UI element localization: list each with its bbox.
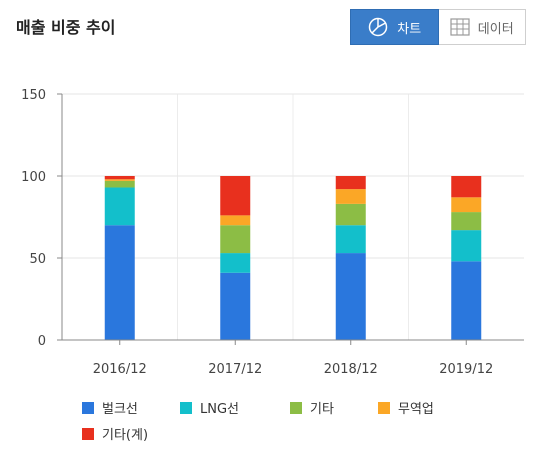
bar-segment <box>451 176 482 198</box>
bar-segment <box>220 272 251 340</box>
legend-item[interactable]: 무역업 <box>378 398 434 417</box>
data-view-label: 데이터 <box>477 21 514 37</box>
legend-item[interactable]: 벌크선 <box>82 398 138 417</box>
bar-segment <box>335 176 366 190</box>
table-grid-icon <box>450 18 470 36</box>
legend-label: 무역업 <box>398 402 434 417</box>
legend-item[interactable]: 기타(계) <box>82 424 148 443</box>
x-tick-label: 2019/12 <box>439 362 493 377</box>
y-tick-label: 150 <box>21 88 46 103</box>
bar-segment <box>104 180 135 188</box>
bar-segment <box>220 215 251 226</box>
chart-view-label: 차트 <box>397 21 422 37</box>
bar-segment <box>335 203 366 226</box>
bar-segment <box>335 225 366 254</box>
legend-swatch <box>290 401 302 414</box>
bar-segment <box>451 197 482 213</box>
legend-label: 기타 <box>310 402 334 417</box>
legend-swatch <box>378 401 390 414</box>
pie-chart-icon <box>369 17 388 37</box>
x-tick-label: 2018/12 <box>324 362 378 377</box>
y-tick-label: 100 <box>21 170 46 185</box>
bar-segment <box>104 176 135 180</box>
bar-segment <box>104 179 135 181</box>
page-title: 매출 비중 추이 <box>16 18 116 37</box>
y-tick-label: 50 <box>29 252 46 267</box>
bar-segment <box>220 176 251 216</box>
bar-segment <box>451 261 482 340</box>
bar-segment <box>104 187 135 226</box>
bar-segment <box>451 230 482 262</box>
bar-segment <box>104 225 135 340</box>
bar-segment <box>451 212 482 231</box>
bar-segment <box>335 253 366 340</box>
bar-segment <box>335 189 366 204</box>
bar-segment <box>220 225 251 254</box>
legend-label: LNG선 <box>200 402 240 417</box>
legend-swatch <box>82 427 94 440</box>
stacked-bar-chart: 0 50 100 150 2016/12 2017/12 2018/12 2019/12 <box>21 88 524 377</box>
legend-label: 기타(계) <box>102 428 149 443</box>
data-view-button[interactable]: 데이터 <box>438 9 526 45</box>
view-toggle: 차트 데이터 <box>350 9 526 45</box>
legend-label: 벌크선 <box>102 402 138 417</box>
chart-view-button[interactable]: 차트 <box>350 9 439 45</box>
bar-segment <box>220 253 251 273</box>
legend-item[interactable]: LNG선 <box>180 398 239 417</box>
x-tick-label: 2017/12 <box>208 362 262 377</box>
legend-swatch <box>82 401 94 414</box>
legend-swatch <box>180 401 192 414</box>
x-tick-label: 2016/12 <box>93 362 147 377</box>
legend-item[interactable]: 기타 <box>290 398 334 417</box>
y-tick-label: 0 <box>38 334 46 349</box>
